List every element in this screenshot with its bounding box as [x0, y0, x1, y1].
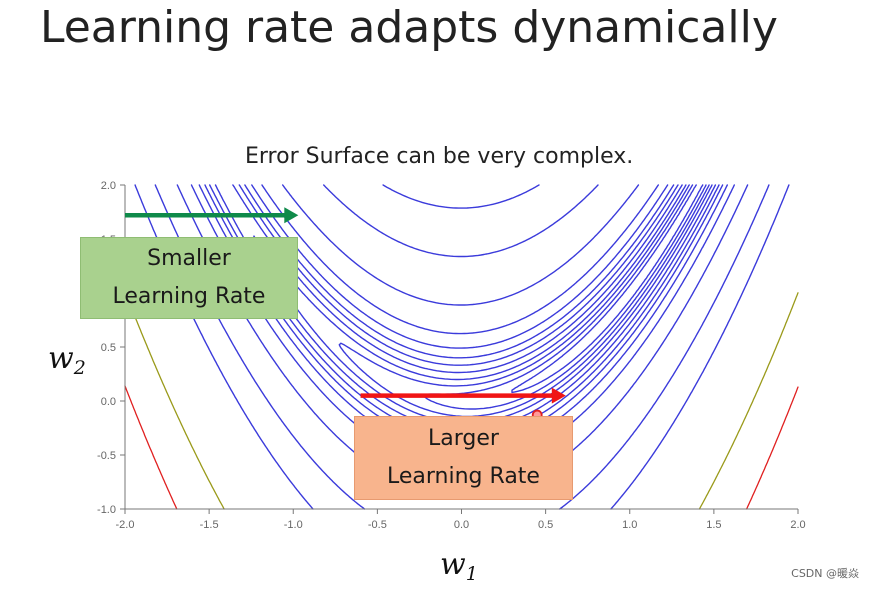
- contour-level-1: [511, 184, 704, 394]
- larger-learning-rate-callout: Larger Learning Rate: [354, 416, 573, 500]
- chart-title: Error Surface can be very complex.: [245, 144, 634, 169]
- x-tick-label: 0.0: [454, 519, 469, 531]
- axes: -2.0 -1.5 -1.0 -0.5 0.0 0.5 1.0 1.5 2.0 -1.0 -0.5 0…: [97, 180, 806, 531]
- x-tick-label: -2.0: [116, 519, 135, 531]
- y-tick-label: 0.0: [101, 396, 116, 408]
- x-tick-label: -0.5: [368, 519, 387, 531]
- x-tick-label: 1.5: [706, 519, 721, 531]
- larger-callout-line2: Learning Rate: [387, 464, 540, 489]
- x-tick-label: -1.5: [200, 519, 219, 531]
- x-tick-label: 0.5: [538, 519, 553, 531]
- y-tick-label: 2.0: [101, 180, 116, 192]
- larger-callout-line1: Larger: [428, 426, 499, 451]
- red-arrow: [360, 387, 566, 404]
- smaller-callout-line1: Smaller: [147, 246, 231, 271]
- y-axis-title: w2: [48, 341, 86, 379]
- contour-level-3: [338, 184, 710, 418]
- smaller-learning-rate-callout: Smaller Learning Rate: [80, 237, 298, 319]
- contour-level-2: [423, 184, 707, 410]
- y-tick-label: -0.5: [97, 450, 116, 462]
- contour-olive: [124, 290, 799, 510]
- x-tick-label: -1.0: [284, 519, 303, 531]
- watermark: CSDN @暖焱: [791, 567, 859, 580]
- slide-title: Learning rate adapts dynamically: [40, 2, 778, 53]
- y-tick-label: -1.0: [97, 504, 116, 516]
- contour-red: [124, 385, 799, 510]
- x-tick-label: 2.0: [790, 519, 805, 531]
- x-axis-title: w1: [440, 547, 478, 585]
- green-arrow: [125, 207, 299, 224]
- svg-text:w1: w1: [440, 547, 478, 585]
- y-tick-label: 0.5: [101, 342, 116, 354]
- x-tick-label: 1.0: [622, 519, 637, 531]
- svg-text:w2: w2: [48, 341, 86, 379]
- smaller-callout-line2: Learning Rate: [112, 284, 266, 309]
